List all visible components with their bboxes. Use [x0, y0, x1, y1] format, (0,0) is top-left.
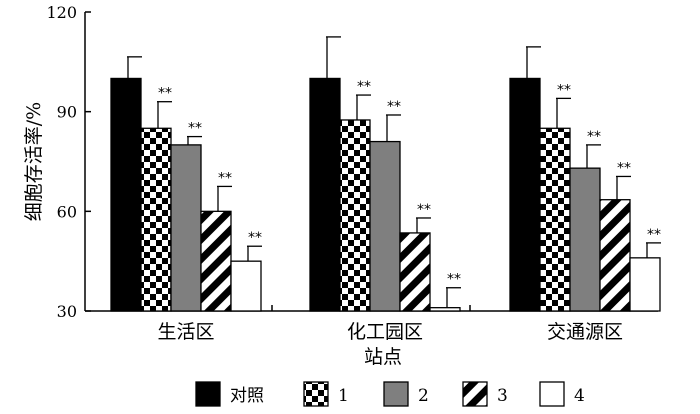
x-tick-label: 生活区 — [157, 321, 214, 343]
bar — [629, 257, 661, 312]
x-tick-label: 化工园区 — [347, 321, 423, 343]
legend-swatch — [195, 381, 221, 407]
significance-label: ** — [557, 82, 571, 98]
bar — [200, 210, 232, 312]
significance-label: ** — [158, 86, 172, 102]
significance-label: ** — [357, 79, 371, 95]
y-tick-label: 90 — [57, 103, 77, 122]
significance-label: ** — [587, 129, 601, 145]
legend-label: 4 — [574, 386, 585, 406]
bar — [399, 232, 431, 312]
significance-label: ** — [387, 99, 401, 115]
bar — [170, 144, 202, 312]
legend-swatch — [383, 381, 409, 407]
y-tick-label: 30 — [57, 302, 77, 321]
bar — [369, 140, 401, 312]
significance-label: ** — [188, 121, 202, 137]
bar — [140, 127, 172, 312]
y-tick-label: 120 — [46, 3, 77, 22]
legend-label: 1 — [338, 386, 349, 406]
bar — [339, 119, 371, 312]
x-axis-title: 站点 — [364, 346, 402, 368]
significance-label: ** — [647, 227, 661, 243]
bar — [509, 77, 541, 312]
bar — [569, 167, 601, 312]
significance-label: ** — [417, 202, 431, 218]
legend-swatch — [303, 381, 329, 407]
legend-label: 对照 — [230, 386, 264, 406]
y-axis-title: 细胞存活率/% — [23, 102, 45, 221]
bar — [110, 77, 142, 312]
significance-label: ** — [617, 160, 631, 176]
bar — [230, 260, 262, 312]
legend: 对照 1 2 3 4 — [195, 381, 585, 407]
x-tick-label: 交通源区 — [547, 321, 623, 343]
legend-label: 3 — [497, 386, 508, 406]
legend-swatch — [462, 381, 488, 407]
bar — [429, 307, 461, 312]
significance-label: ** — [218, 170, 232, 186]
y-tick-label: 60 — [57, 202, 77, 221]
legend-swatch — [539, 381, 565, 407]
bar — [539, 127, 571, 312]
significance-label: ** — [447, 272, 461, 288]
significance-label: ** — [248, 230, 262, 246]
legend-label: 2 — [418, 386, 429, 406]
bar — [599, 199, 631, 312]
bar — [309, 77, 341, 312]
